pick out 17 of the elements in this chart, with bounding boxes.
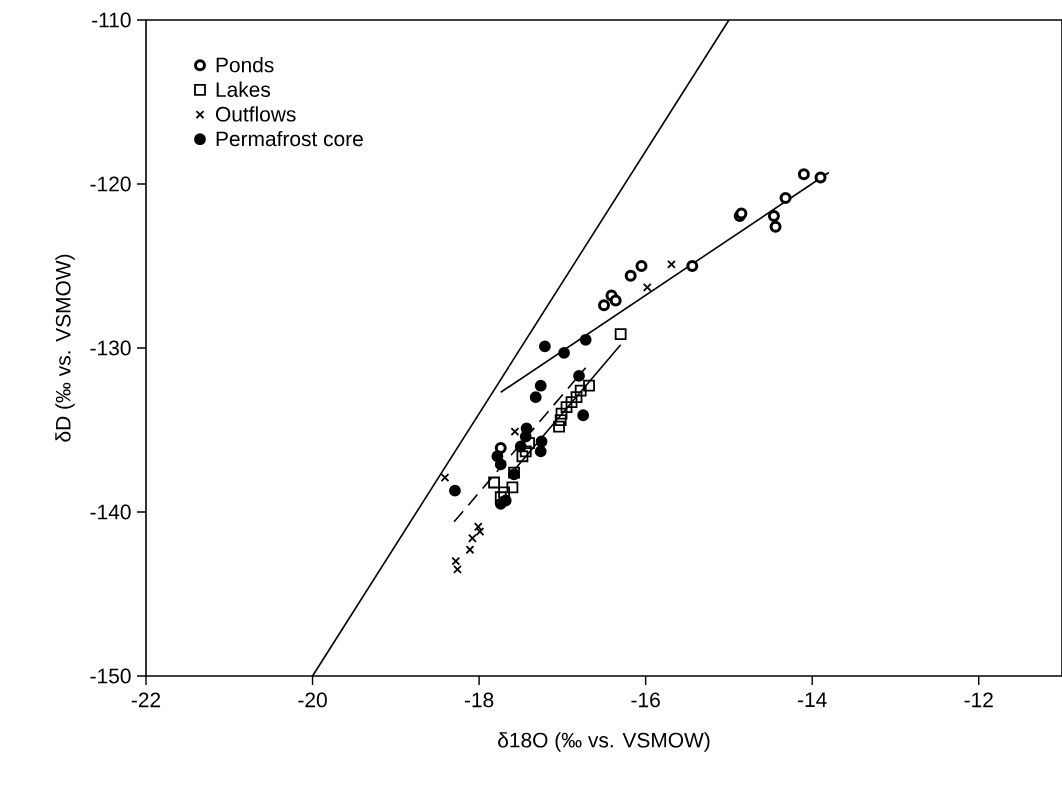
y-tick-label: -140	[90, 504, 131, 520]
y-tick-label: -150	[90, 668, 131, 684]
x-tick-label: -22	[131, 692, 161, 708]
y-tick-label: -130	[90, 340, 131, 356]
legend-label: Ponds	[216, 56, 274, 73]
x-tick-label: -16	[631, 692, 660, 708]
x-tick-label: -14	[797, 692, 827, 707]
x-tick-label: -20	[298, 692, 327, 708]
y-axis-title: δD (‰ vs. VSMOW)	[55, 254, 75, 442]
y-tick-label: -120	[90, 176, 131, 192]
legend-label: Outflows	[215, 106, 296, 122]
x-axis-title: δ18O (‰ vs. VSMOW)	[498, 732, 710, 752]
x-tick-label: -18	[464, 692, 494, 708]
y-tick-label: -110	[92, 12, 131, 28]
x-tick-label: -12	[964, 692, 993, 708]
legend-label: Permafrost core	[216, 130, 363, 147]
legend-label: Lakes	[216, 81, 271, 97]
